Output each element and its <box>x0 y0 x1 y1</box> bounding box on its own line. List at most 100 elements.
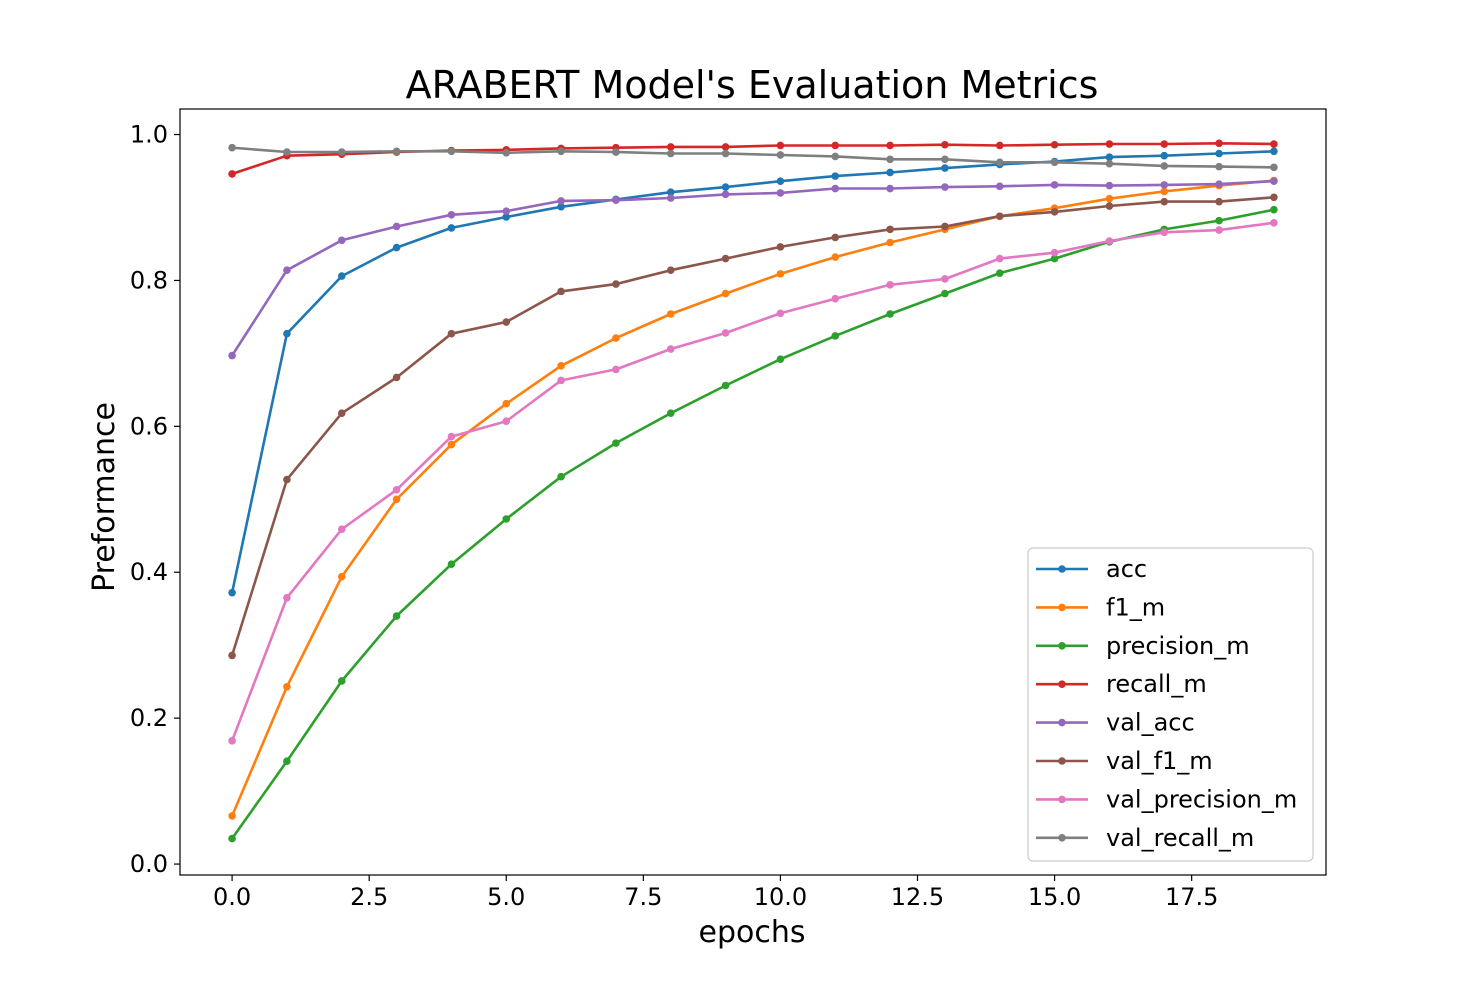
data-point <box>1050 254 1059 263</box>
x-tick-label: 10.0 <box>754 883 807 911</box>
data-point <box>721 289 730 298</box>
data-point <box>1105 159 1114 168</box>
data-point <box>1215 139 1223 148</box>
data-point <box>447 210 456 219</box>
data-point <box>776 270 785 278</box>
series-line <box>230 179 1275 817</box>
data-point <box>502 148 511 157</box>
data-point <box>995 212 1004 221</box>
series-line <box>231 146 1274 169</box>
data-point <box>721 190 730 199</box>
data-point <box>666 345 675 353</box>
data-point <box>666 149 675 158</box>
data-point <box>283 757 291 765</box>
data-point <box>392 486 401 494</box>
x-axis-label: epochs <box>699 915 806 950</box>
legend-marker <box>1058 834 1066 842</box>
data-point <box>1270 193 1278 202</box>
x-tick-label: 17.5 <box>1165 883 1218 911</box>
data-point <box>228 651 236 660</box>
legend-label: val_recall_m <box>1106 824 1254 852</box>
series-line <box>231 179 1274 357</box>
legend-label: val_f1_m <box>1106 747 1213 775</box>
data-point <box>557 472 565 481</box>
data-point <box>228 588 236 597</box>
series-recall-m <box>228 139 1278 178</box>
data-point <box>228 170 236 178</box>
data-point <box>941 275 949 283</box>
legend-marker <box>1058 757 1066 765</box>
data-point <box>392 373 401 382</box>
data-point <box>612 365 620 374</box>
data-point <box>1050 208 1059 216</box>
data-point <box>337 525 346 534</box>
data-point <box>612 439 620 447</box>
data-point <box>1215 149 1223 158</box>
data-point <box>995 269 1004 277</box>
data-point <box>831 294 840 303</box>
x-tick-label: 5.0 <box>487 883 525 911</box>
data-point <box>1160 187 1169 196</box>
data-point <box>612 148 620 156</box>
legend-entry: recall_m <box>1036 670 1207 698</box>
y-tick-label: 0.6 <box>130 412 168 440</box>
series-line <box>231 142 1274 176</box>
legend-label: acc <box>1106 555 1147 583</box>
data-point <box>831 233 840 242</box>
data-point <box>447 440 456 449</box>
legend-marker <box>1058 565 1066 573</box>
data-point <box>1270 205 1278 214</box>
data-point <box>337 272 346 280</box>
series-val-recall-m <box>228 143 1278 172</box>
data-point <box>995 254 1004 263</box>
legend-entry: val_acc <box>1036 709 1195 737</box>
data-point <box>776 189 785 197</box>
data-point <box>502 207 511 215</box>
data-point <box>1105 153 1114 161</box>
legend-label: recall_m <box>1106 670 1207 698</box>
data-point <box>666 194 675 202</box>
legend-label: val_precision_m <box>1106 785 1297 813</box>
data-point <box>831 141 840 150</box>
data-point <box>337 148 346 156</box>
data-point <box>1215 197 1223 206</box>
series-line <box>230 196 1275 656</box>
data-point <box>995 158 1004 167</box>
data-point <box>721 254 730 263</box>
data-point <box>557 287 565 296</box>
data-point <box>886 225 894 234</box>
data-point <box>228 143 236 152</box>
data-point <box>776 177 785 186</box>
data-point <box>831 253 840 261</box>
data-point <box>941 155 949 164</box>
data-point <box>776 309 785 318</box>
legend-marker <box>1058 603 1066 612</box>
data-point <box>1270 163 1278 172</box>
x-tick-label: 2.5 <box>350 883 388 911</box>
data-point <box>831 332 840 340</box>
data-point <box>1105 181 1114 190</box>
series-val-f1-m <box>228 193 1278 660</box>
legend-entry: val_f1_m <box>1036 747 1213 775</box>
y-tick-label: 0.0 <box>130 850 168 878</box>
axes-frame <box>179 108 1327 876</box>
data-point <box>666 266 675 275</box>
data-point <box>502 318 511 326</box>
data-point <box>995 141 1004 150</box>
data-point <box>447 432 456 441</box>
legend-label: f1_m <box>1106 593 1165 621</box>
legend-marker <box>1058 642 1066 650</box>
data-point <box>392 495 401 504</box>
series-line <box>231 208 1275 840</box>
data-point <box>283 148 291 156</box>
legend-marker <box>1058 795 1066 804</box>
data-point <box>941 289 949 298</box>
data-point <box>886 281 894 289</box>
data-point <box>1050 181 1059 189</box>
data-point <box>1160 228 1169 237</box>
data-point <box>283 593 291 602</box>
data-point <box>776 243 785 251</box>
data-point <box>228 351 236 360</box>
legend-label: precision_m <box>1106 632 1250 660</box>
plot-area <box>228 139 1278 843</box>
